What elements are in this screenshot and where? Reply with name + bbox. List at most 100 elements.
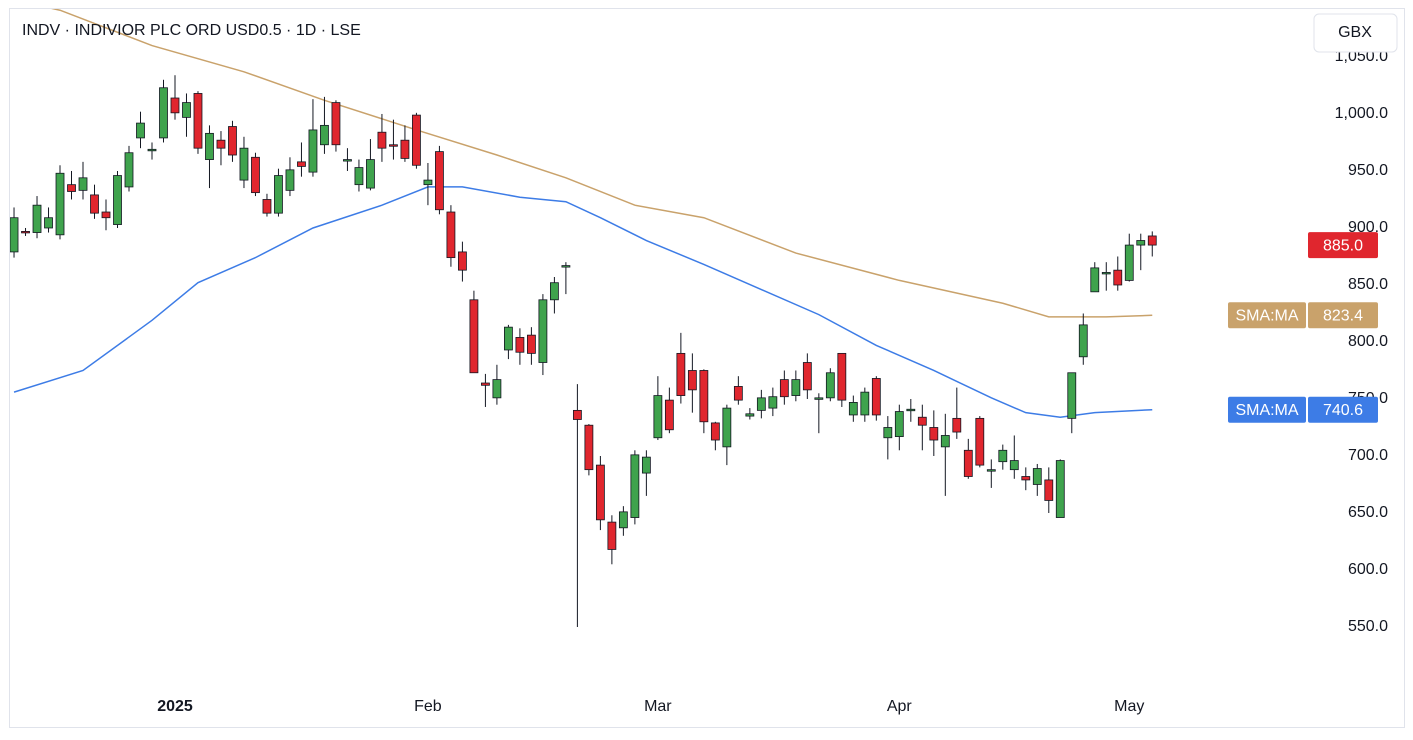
chart-frame — [9, 8, 1405, 728]
sma-name-box — [1228, 302, 1306, 329]
y-tick-label: 700.0 — [1348, 447, 1388, 464]
sma-last-box — [1308, 302, 1378, 329]
candle-body — [1032, 468, 1042, 485]
sma-name-box — [1228, 396, 1306, 423]
candle-body — [193, 93, 203, 149]
candle-body — [837, 352, 847, 401]
candle-body — [492, 379, 502, 399]
candle-body — [481, 382, 490, 386]
candle-body — [354, 167, 364, 186]
candle-body — [458, 251, 467, 271]
candle-body — [90, 194, 99, 214]
candle-body — [572, 409, 582, 420]
candle-body — [1090, 267, 1100, 293]
candle-body — [1044, 479, 1054, 501]
candle-body — [504, 326, 513, 351]
candle-body — [676, 352, 686, 396]
candle-body — [791, 379, 801, 396]
candle-body — [147, 148, 157, 152]
candle-body — [216, 139, 226, 149]
candle-body — [366, 159, 375, 189]
candle-body — [1055, 460, 1065, 518]
candle-body — [664, 399, 674, 431]
candle-body — [124, 152, 134, 188]
candle-body — [262, 199, 272, 214]
candle-body — [10, 217, 19, 253]
sma-name-text: SMA:MA — [1235, 308, 1298, 325]
candle-body — [802, 362, 812, 391]
candle-body — [1147, 235, 1157, 246]
candle-body — [986, 469, 996, 472]
candle-body — [136, 122, 145, 139]
candle-body — [469, 299, 479, 374]
candle-body — [515, 337, 525, 353]
candle-body — [1009, 460, 1019, 471]
sma-last-box — [1308, 396, 1378, 423]
y-tick-label: 850.0 — [1348, 276, 1388, 293]
candle-body — [860, 391, 870, 416]
candle-body — [67, 184, 76, 192]
candle-body — [228, 126, 237, 156]
candle-body — [205, 132, 214, 160]
candle-body — [825, 372, 835, 399]
candle-body — [756, 397, 766, 411]
candle-body — [641, 456, 651, 474]
sma-line — [13, 186, 1153, 418]
currency-button[interactable] — [1313, 13, 1398, 53]
chart-title: INDV · INDIVIOR PLC ORD USD0.5 · 1D · LS… — [22, 22, 361, 39]
candle-body — [308, 129, 318, 173]
sma-name-text: SMA:MA — [1235, 402, 1298, 419]
candle-body — [618, 511, 628, 529]
candle-body — [101, 211, 111, 219]
candle-body — [745, 413, 755, 417]
candle-body — [975, 417, 985, 466]
candle-body — [32, 204, 42, 233]
candle-body — [331, 102, 341, 146]
y-tick-label: 1,000.0 — [1335, 105, 1388, 122]
candle-body — [894, 411, 904, 438]
candle-body — [722, 407, 732, 448]
candle-body — [1067, 372, 1077, 419]
candle-body — [549, 282, 559, 301]
y-tick-label: 800.0 — [1348, 333, 1388, 350]
sma-line — [51, 9, 1153, 318]
candle-body — [182, 102, 191, 118]
candle-body — [113, 175, 122, 225]
candle-body — [584, 424, 594, 471]
candle-body — [699, 370, 709, 423]
candle-body — [1124, 244, 1134, 281]
candle-body — [630, 454, 640, 518]
y-tick-label: 600.0 — [1348, 561, 1388, 578]
candle-body — [1078, 324, 1088, 358]
candle-body — [779, 379, 789, 398]
candle-body — [1021, 476, 1031, 481]
candle-body — [435, 151, 444, 211]
candle-body — [78, 177, 88, 191]
x-tick-label: Feb — [414, 698, 442, 715]
candle-body — [412, 114, 421, 166]
sma-last-text: 823.4 — [1323, 308, 1363, 325]
x-tick-label: Apr — [887, 698, 913, 715]
candle-body — [400, 139, 410, 159]
candle-body — [320, 124, 329, 146]
candle-body — [389, 144, 398, 147]
candle-body — [1101, 272, 1111, 275]
candle-body — [906, 408, 916, 412]
y-tick-label: 900.0 — [1348, 219, 1388, 236]
candle-body — [285, 169, 295, 191]
candle-body — [687, 370, 697, 391]
currency-label[interactable]: GBX — [1338, 24, 1372, 41]
x-tick-label: 2025 — [157, 698, 193, 715]
candle-body — [343, 159, 352, 162]
y-tick-label: 550.0 — [1348, 618, 1388, 635]
candle-body — [940, 435, 950, 448]
candle-body — [538, 299, 548, 363]
price-last-box — [1308, 232, 1378, 259]
sma-last-text: 740.6 — [1323, 402, 1363, 419]
candle-body — [377, 131, 387, 149]
candle-body — [170, 97, 180, 114]
candle-body — [710, 422, 720, 441]
candle-body — [848, 402, 858, 416]
candle-body — [883, 427, 893, 439]
